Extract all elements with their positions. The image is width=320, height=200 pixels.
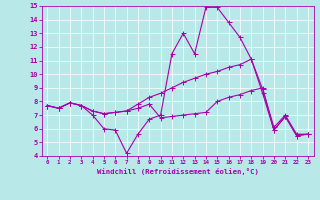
X-axis label: Windchill (Refroidissement éolien,°C): Windchill (Refroidissement éolien,°C) — [97, 168, 259, 175]
